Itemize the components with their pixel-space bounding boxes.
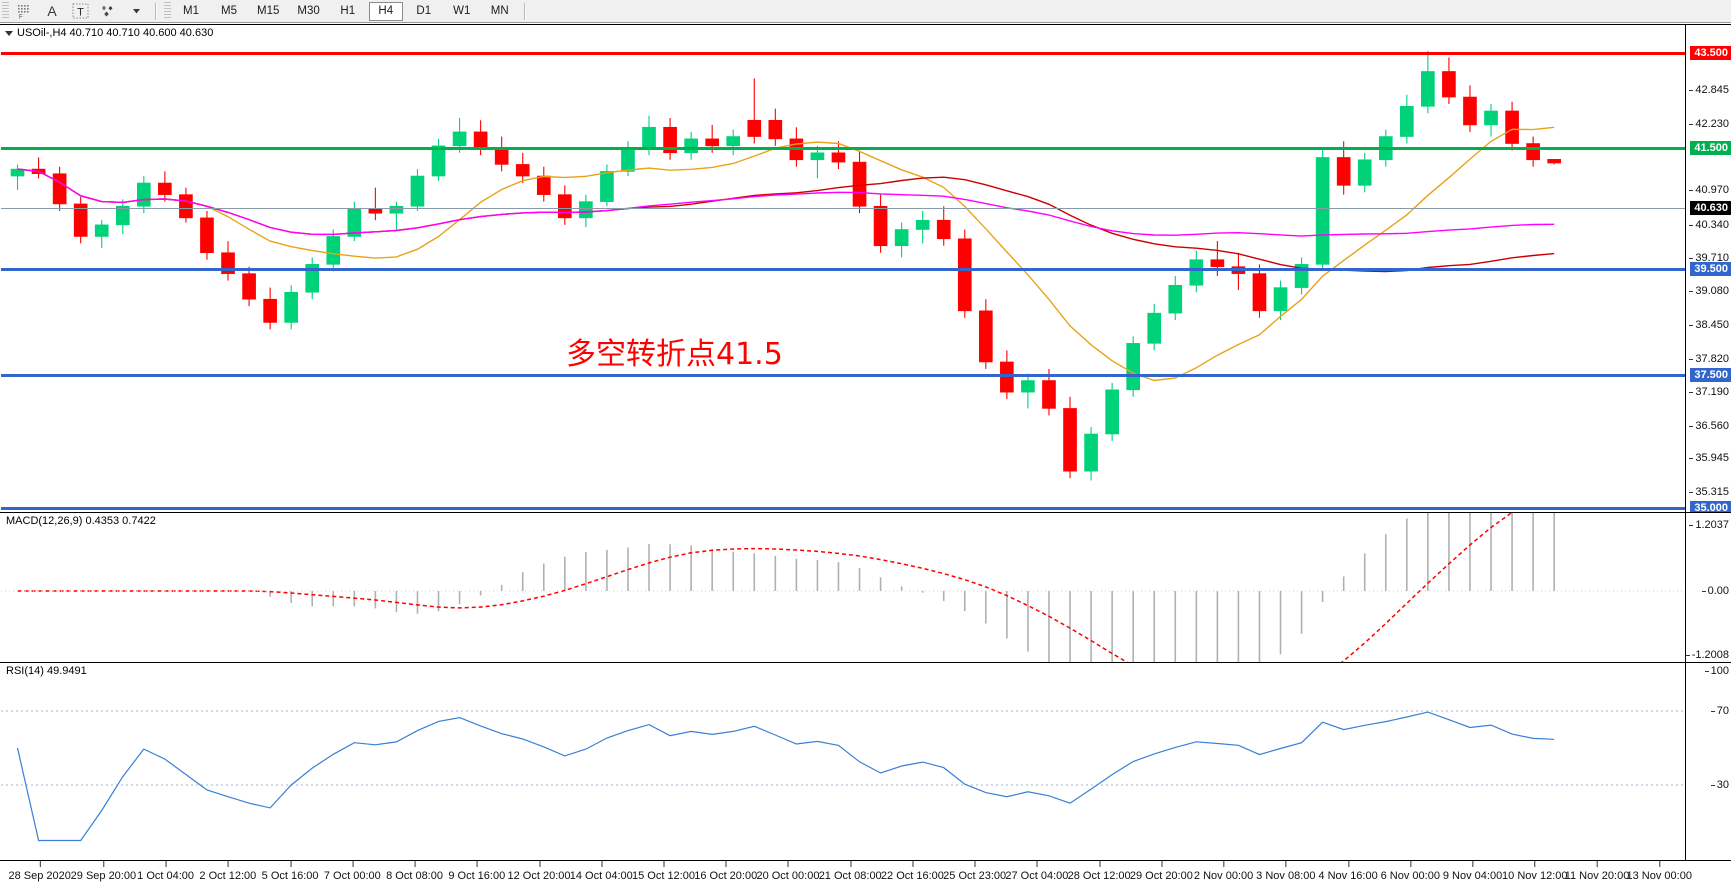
rsi-pane[interactable]: RSI(14) 49.9491 100 70 30 [0,662,1731,860]
price-plot-area[interactable]: 多空转折点41.5 [1,25,1731,512]
time-tick: 10 Nov 12:00 [1502,861,1568,882]
price-tick-42-230: 42.230 [1689,118,1729,130]
toolbar: F A T M1 M5 M15 M30 H1 H4 D1 W1 MN [0,0,1731,23]
crosshair-f-icon[interactable]: F [10,0,38,22]
macd-pane[interactable]: MACD(12,26,9) 0.4353 0.7422 1.2037 0.00 -1… [0,512,1731,662]
macd-tick-12037: 1.2037 [1689,519,1729,531]
price-tag-43-500[interactable]: 43.500 [1690,46,1731,60]
macd-tick-12008: -1.2008 [1685,649,1729,661]
rsi-svg [1,710,1685,842]
rsi-tick-100: 100 [1704,665,1729,677]
price-tick-40-970: 40.970 [1689,184,1729,196]
time-tick: 12 Oct 20:00 [507,861,571,882]
time-tick: 13 Nov 00:00 [1626,861,1692,882]
time-tick: 9 Nov 04:00 [1442,861,1503,882]
price-tick-35-945: 35.945 [1689,452,1729,464]
price-tick-38-450: 38.450 [1689,319,1729,331]
price-tick-35-315: 35.315 [1689,486,1729,498]
time-tick: 14 Oct 04:00 [569,861,633,882]
svg-text:F: F [19,14,23,19]
time-tick: 8 Oct 08:00 [386,861,443,882]
rsi-plot-area[interactable] [1,663,1731,860]
timeframe-d1[interactable]: D1 [416,5,432,17]
macd-plot-area[interactable] [1,513,1731,662]
timeframe-m1[interactable]: M1 [183,5,199,17]
time-tick: 25 Oct 23:00 [943,861,1007,882]
time-tick: 7 Oct 00:00 [323,861,381,882]
timeframe-group: M1 M5 M15 M30 H1 H4 D1 W1 MN [172,1,519,21]
time-tick: 22 Oct 16:00 [880,861,944,882]
shapes-icon[interactable] [94,0,122,22]
price-tick-42-845: 42.845 [1689,84,1729,96]
price-tag-41-500[interactable]: 41.500 [1690,141,1731,155]
toolbar-grip[interactable] [2,2,9,20]
price-pane[interactable]: 多空转折点41.5 43.500 42.845 41.500 42.230 40.970… [0,24,1731,598]
price-level-line-39-5[interactable] [1,268,1731,271]
macd-label: MACD(12,26,9) 0.4353 0.7422 [6,515,156,527]
time-tick: 15 Oct 12:00 [631,861,695,882]
time-tick: 3 Nov 08:00 [1256,861,1316,882]
time-tick: 1 Oct 04:00 [137,861,195,882]
price-tick-37-190: 37.190 [1689,386,1729,398]
symbol-header[interactable]: USOil-,H4 40.710 40.710 40.600 40.630 [0,26,213,40]
time-tick: 2 Nov 00:00 [1193,861,1254,882]
price-level-line-40-63[interactable] [1,208,1731,209]
price-tick-36-560: 36.560 [1689,420,1729,432]
timeframe-m30[interactable]: M30 [297,5,320,17]
time-tick: 11 Nov 20:00 [1564,861,1630,882]
time-tick: 28 Oct 12:00 [1067,861,1131,882]
rsi-scale[interactable]: 100 70 30 [1685,663,1731,860]
rsi-tick-30: 30 [1710,779,1729,791]
timeframe-grip[interactable] [164,2,171,20]
price-level-line-41-5[interactable] [1,147,1731,150]
price-tag-39-500[interactable]: 39.500 [1690,262,1731,276]
price-tick-39-710: 39.710 [1689,252,1729,264]
price-tag-37-500[interactable]: 37.500 [1690,368,1731,382]
time-tick: 29 Oct 20:00 [1129,861,1193,882]
time-tick: 4 Nov 16:00 [1318,861,1378,882]
price-level-line-35[interactable] [1,507,1731,510]
timeframe-m5[interactable]: M5 [221,5,237,17]
rsi-label: RSI(14) 49.9491 [6,665,87,677]
timeframe-m15[interactable]: M15 [257,5,280,17]
time-tick: 5 Oct 16:00 [261,861,319,882]
dropdown-arrow-icon[interactable] [122,0,150,22]
rsi-tick-70: 70 [1710,705,1729,717]
time-tick: 2 Oct 12:00 [199,861,257,882]
time-tick: 21 Oct 08:00 [818,861,882,882]
price-level-line-43-5[interactable] [1,52,1731,55]
price-scale[interactable]: 43.500 42.845 41.500 42.230 40.970 40.630 40.3… [1685,25,1731,598]
price-level-line-37-5[interactable] [1,374,1731,377]
time-tick: 27 Oct 04:00 [1005,861,1069,882]
macd-tick-000: 0.00 [1701,585,1729,597]
chart-annotation: 多空转折点41.5 [566,337,783,372]
timeframe-mn[interactable]: MN [490,5,509,17]
toolbar-separator [155,2,157,20]
macd-svg [1,513,1685,662]
text-object-icon[interactable]: T [66,0,94,22]
time-axis[interactable]: 28 Sep 2020 29 Sep 20:00 1 Oct 04:00 2 Oct … [0,860,1731,892]
timeframe-w1[interactable]: W1 [453,5,471,17]
symbol-ohlc-label: USOil-,H4 40.710 40.710 40.600 40.630 [17,27,214,39]
price-tick-37-820: 37.820 [1689,353,1729,365]
timeframe-h1[interactable]: H1 [340,5,356,17]
svg-text:T: T [77,7,84,19]
time-tick: 6 Nov 00:00 [1380,861,1440,882]
price-tag-35-000[interactable]: 35.000 [1690,501,1731,515]
toolbar-separator-right [523,2,526,20]
text-label-icon[interactable]: A [47,3,57,19]
price-tick-39-080: 39.080 [1689,285,1729,297]
time-tick: 20 Oct 00:00 [756,861,820,882]
time-tick: 29 Sep 20:00 [70,861,137,882]
time-tick: 9 Oct 16:00 [448,861,506,882]
time-tick: 16 Oct 20:00 [694,861,758,882]
timeframe-h4[interactable]: H4 [368,1,403,21]
collapse-triangle-icon[interactable] [5,30,13,36]
price-tick-40-340: 40.340 [1689,219,1729,231]
time-tick: 28 Sep 2020 [8,861,71,882]
price-tag-40-630[interactable]: 40.630 [1690,201,1731,215]
macd-scale[interactable]: 1.2037 0.00 -1.2008 [1685,513,1731,662]
